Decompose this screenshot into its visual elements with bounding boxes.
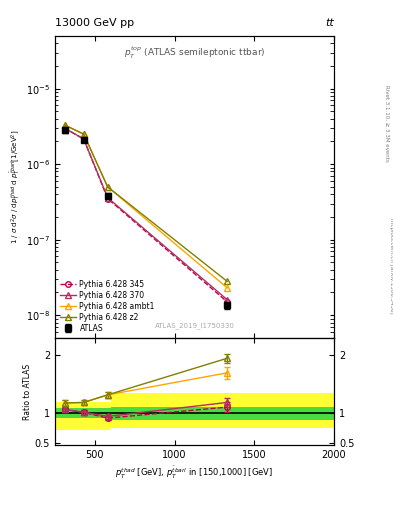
Bar — [55, 402, 111, 430]
Pythia 6.428 z2 — [81, 131, 86, 137]
Text: mcplots.cern.ch [arXiv:1306.3436]: mcplots.cern.ch [arXiv:1306.3436] — [389, 219, 393, 314]
Line: Pythia 6.428 370: Pythia 6.428 370 — [62, 125, 230, 303]
Bar — [111, 407, 334, 420]
Pythia 6.428 z2 — [62, 122, 67, 128]
Pythia 6.428 345 — [81, 136, 86, 142]
Pythia 6.428 ambt1 — [81, 131, 86, 137]
Pythia 6.428 370 — [81, 136, 86, 142]
Text: 13000 GeV pp: 13000 GeV pp — [55, 18, 134, 28]
Y-axis label: 1 / $\sigma$ d$^2\sigma$ / d$p_T^{thad}$ d $p_T^{\bar{t}bar{l}}$[1/GeV$^2$]: 1 / $\sigma$ d$^2\sigma$ / d$p_T^{thad}$… — [9, 130, 23, 244]
Text: Rivet 3.1.10, ≥ 3.3M events: Rivet 3.1.10, ≥ 3.3M events — [385, 84, 389, 161]
Pythia 6.428 345 — [225, 299, 230, 305]
Bar — [55, 408, 111, 418]
Y-axis label: Ratio to ATLAS: Ratio to ATLAS — [23, 364, 32, 420]
Pythia 6.428 z2 — [105, 184, 110, 190]
Text: tt: tt — [325, 18, 334, 28]
Legend: Pythia 6.428 345, Pythia 6.428 370, Pythia 6.428 ambt1, Pythia 6.428 z2, ATLAS: Pythia 6.428 345, Pythia 6.428 370, Pyth… — [59, 279, 156, 334]
Pythia 6.428 370 — [105, 195, 110, 201]
Pythia 6.428 345 — [62, 125, 67, 131]
Line: Pythia 6.428 345: Pythia 6.428 345 — [62, 125, 230, 305]
Pythia 6.428 ambt1 — [105, 184, 110, 190]
X-axis label: $p_T^{thad}$ [GeV], $p_T^{\bar{t}bar{l}}$ in [150,1000] [GeV]: $p_T^{thad}$ [GeV], $p_T^{\bar{t}bar{l}}… — [116, 464, 274, 481]
Line: Pythia 6.428 ambt1: Pythia 6.428 ambt1 — [62, 122, 230, 291]
Pythia 6.428 ambt1 — [62, 122, 67, 128]
Bar — [111, 393, 334, 428]
Pythia 6.428 345 — [105, 196, 110, 202]
Pythia 6.428 370 — [62, 125, 67, 131]
Pythia 6.428 370 — [225, 296, 230, 303]
Line: Pythia 6.428 z2: Pythia 6.428 z2 — [62, 122, 230, 284]
Text: $p_T^{top}$ (ATLAS semileptonic ttbar): $p_T^{top}$ (ATLAS semileptonic ttbar) — [124, 45, 265, 61]
Pythia 6.428 z2 — [225, 279, 230, 285]
Pythia 6.428 ambt1 — [225, 285, 230, 291]
Text: ATLAS_2019_I1750330: ATLAS_2019_I1750330 — [154, 322, 235, 329]
